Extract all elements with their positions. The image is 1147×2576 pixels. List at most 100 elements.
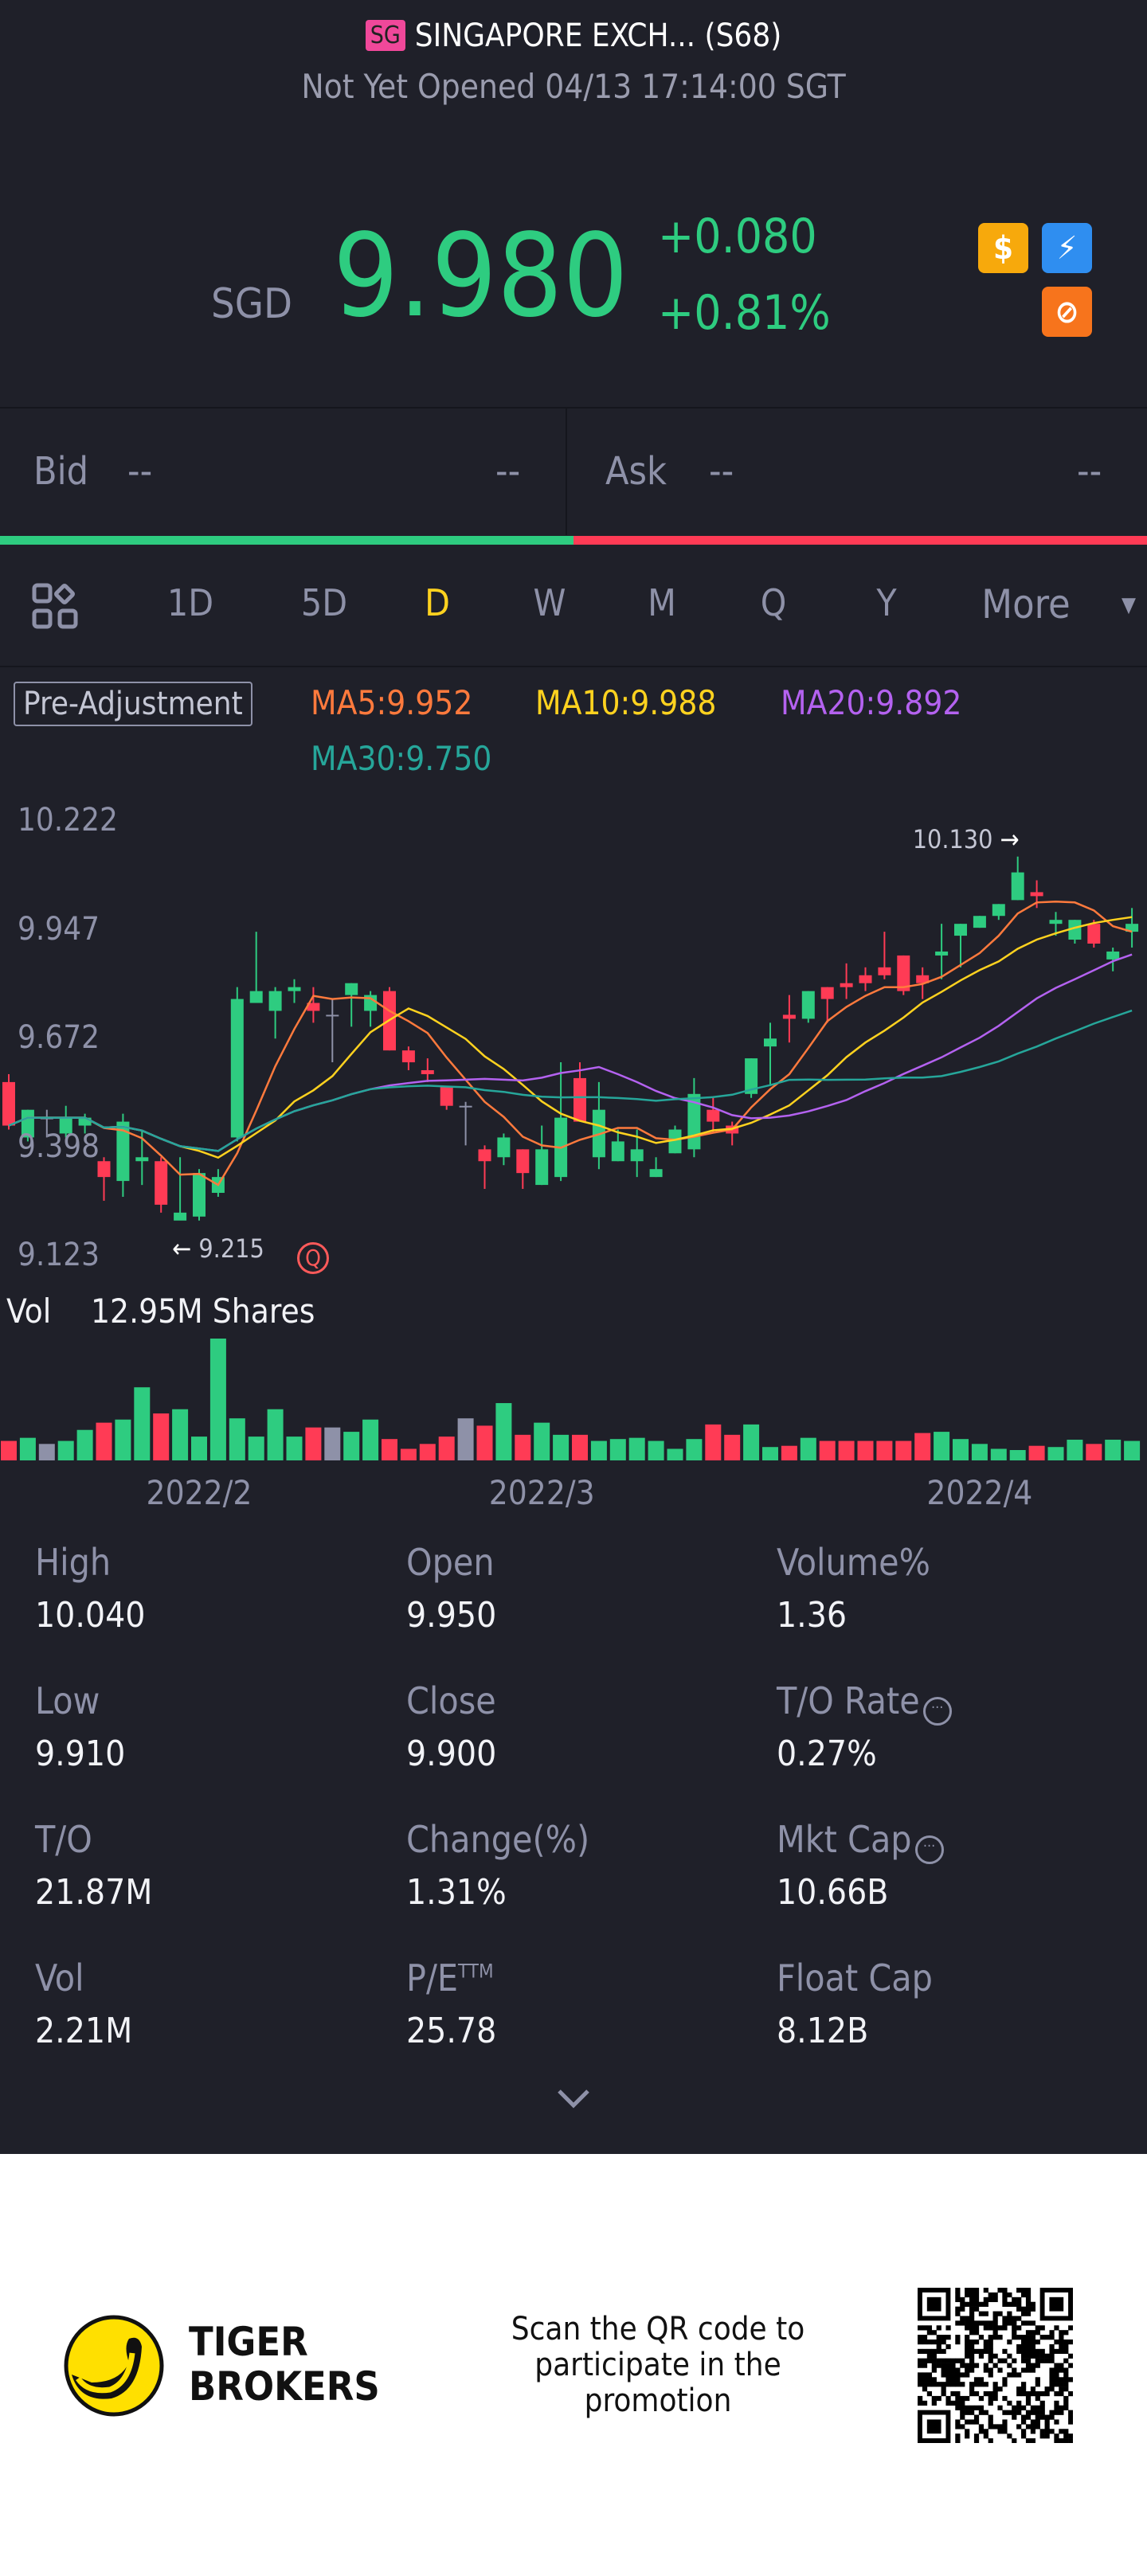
- stat-label: P/ETTM: [406, 1956, 494, 1999]
- tab-day[interactable]: D: [425, 581, 450, 624]
- ma20-line: [8, 953, 1133, 1152]
- tab-month[interactable]: M: [648, 581, 676, 624]
- ma30-value: MA30:9.750: [311, 739, 492, 778]
- candle-body: [859, 975, 872, 983]
- candle-body: [745, 1058, 758, 1094]
- candle-body: [935, 951, 949, 956]
- tab-5d[interactable]: 5D: [300, 581, 348, 624]
- candle-body: [59, 1117, 72, 1134]
- volume-bar: [400, 1448, 417, 1460]
- stock-title: SG SINGAPORE EXCH... (S68): [0, 18, 1147, 54]
- candle-body: [516, 1149, 530, 1174]
- qr-code[interactable]: [918, 2288, 1073, 2443]
- volume-label: Vol: [6, 1292, 52, 1331]
- candle-body: [440, 1085, 453, 1106]
- pre-adjustment-button[interactable]: Pre-Adjustment: [14, 682, 252, 726]
- candle-body: [401, 1050, 415, 1063]
- x-tick-label: 2022/4: [926, 1473, 1033, 1512]
- chevron-down-icon[interactable]: ▼: [1122, 593, 1136, 617]
- volume-bar: [857, 1440, 874, 1460]
- volume-bar: [134, 1387, 151, 1460]
- stat-value: 2.21M: [35, 2011, 133, 2051]
- info-icon[interactable]: ···: [914, 1835, 944, 1864]
- volume-bar: [305, 1427, 322, 1460]
- stat-label[interactable]: Mkt Cap ···: [777, 1818, 944, 1864]
- divider: [0, 666, 1147, 667]
- stat-label: Low: [35, 1679, 100, 1722]
- volume-bar: [762, 1447, 778, 1460]
- ma10-value: MA10:9.988: [535, 683, 717, 722]
- ask-ratio-bar: [574, 536, 1147, 545]
- volume-bar: [419, 1444, 436, 1460]
- promo-text: Scan the QR code to participate in the p…: [467, 2312, 849, 2419]
- volume-bar: [1047, 1447, 1064, 1460]
- candle-body: [916, 975, 930, 983]
- stat-label-text: Change(%): [406, 1818, 590, 1861]
- volume-bar: [1067, 1440, 1083, 1460]
- expand-chevron-icon[interactable]: [556, 2086, 591, 2113]
- dollar-icon[interactable]: $: [978, 223, 1028, 273]
- price-change-pct: +0.81%: [658, 285, 831, 341]
- candle-body: [574, 1077, 586, 1122]
- candle-body: [135, 1157, 149, 1162]
- candle-body: [1068, 920, 1082, 940]
- candlestick-chart[interactable]: [0, 0, 1147, 1513]
- volume-bar: [19, 1437, 36, 1460]
- volume-bar: [267, 1409, 284, 1460]
- candle-body: [288, 987, 301, 991]
- stat-label-text: Float Cap: [777, 1956, 933, 1999]
- y-tick-label: 10.222: [18, 802, 118, 838]
- volume-bar: [438, 1437, 455, 1460]
- candle-body: [764, 1038, 777, 1047]
- promo-line: Scan the QR code to: [511, 2311, 805, 2347]
- ma30-line: [8, 1009, 1133, 1152]
- info-icon[interactable]: ···: [922, 1697, 952, 1726]
- tab-1d[interactable]: 1D: [166, 581, 214, 624]
- divider: [0, 407, 1147, 408]
- volume-bar: [515, 1434, 531, 1460]
- stat-label[interactable]: T/O Rate ···: [777, 1679, 952, 1726]
- stat-label-text: Close: [406, 1679, 496, 1722]
- volume-bar: [705, 1424, 722, 1460]
- tab-week[interactable]: W: [533, 581, 566, 624]
- event-marker-icon[interactable]: Q: [297, 1242, 329, 1274]
- bid-ratio-bar: [0, 536, 574, 545]
- stat-label: High: [35, 1541, 111, 1584]
- y-tick-label: 9.947: [18, 911, 100, 948]
- ma20-value: MA20:9.892: [781, 683, 962, 722]
- lightning-icon[interactable]: ⚡: [1042, 223, 1092, 273]
- candle-body: [478, 1149, 491, 1162]
- volume-bar: [457, 1418, 474, 1460]
- candle-body: [1087, 924, 1101, 944]
- candle-body: [230, 999, 244, 1138]
- stat-label: Vol: [35, 1956, 84, 1999]
- stat-value: 9.900: [406, 1734, 497, 1774]
- candle-body: [668, 1129, 682, 1154]
- stat-value: 10.66B: [777, 1872, 889, 1913]
- ma5-value: MA5:9.952: [311, 683, 473, 722]
- price-change: +0.080: [658, 209, 817, 264]
- max-price-marker: 10.130 →: [913, 824, 1020, 854]
- volume-bar: [476, 1425, 493, 1460]
- tab-quarter[interactable]: Q: [760, 581, 787, 624]
- volume-bar: [590, 1440, 607, 1460]
- volume-bar: [248, 1437, 264, 1460]
- volume-bar: [953, 1439, 969, 1460]
- ma10-line: [8, 916, 1133, 1159]
- max-price-label: 10.130: [912, 823, 993, 854]
- tab-year[interactable]: Y: [876, 581, 897, 624]
- stat-label-text: Volume%: [777, 1541, 930, 1584]
- candle-body: [535, 1149, 549, 1186]
- y-tick-label: 9.672: [18, 1019, 100, 1056]
- tab-more[interactable]: More: [981, 581, 1071, 627]
- candle-body: [1125, 924, 1139, 932]
- stat-label-text: T/O: [35, 1818, 92, 1861]
- candle-body: [155, 1161, 168, 1205]
- no-short-icon[interactable]: ⊘: [1042, 287, 1092, 337]
- candle-body: [326, 1014, 339, 1017]
- candle-body: [707, 1109, 720, 1122]
- stat-label: Open: [406, 1541, 495, 1584]
- layout-grid-icon[interactable]: [32, 583, 80, 631]
- bid-label: Bid: [33, 449, 89, 494]
- volume-bar: [324, 1427, 341, 1460]
